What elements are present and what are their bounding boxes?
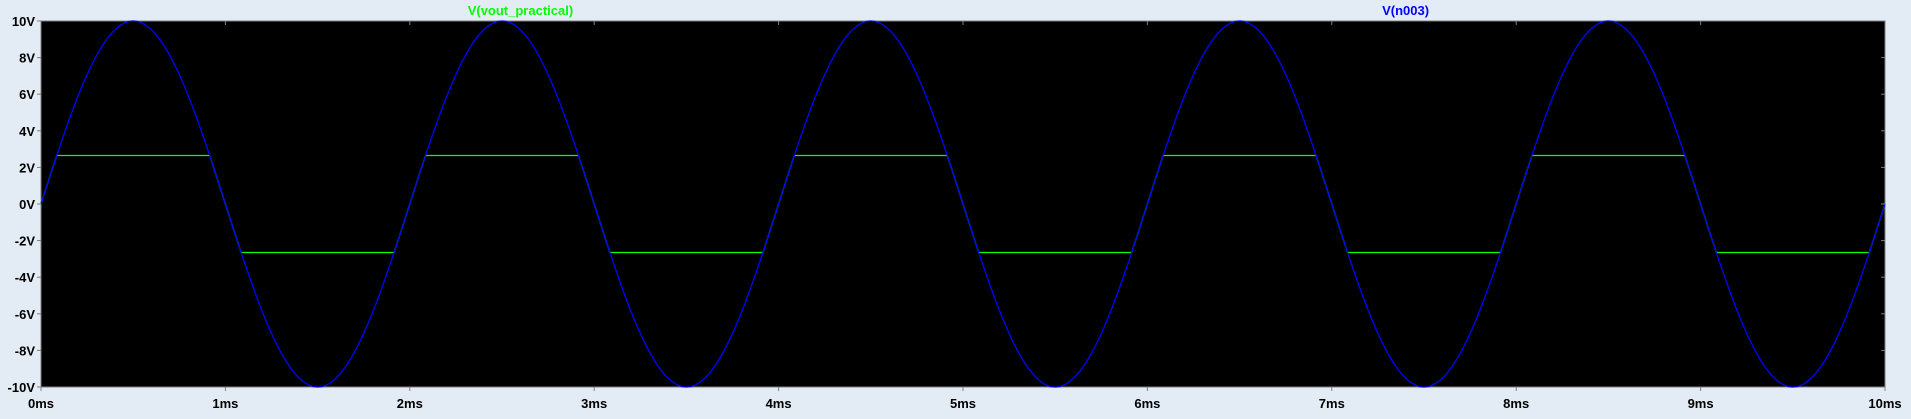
y-tick-label: 2V xyxy=(19,160,35,175)
x-tick-label: 2ms xyxy=(397,396,423,411)
y-tick-label: -2V xyxy=(15,234,36,249)
axis-layer: 0ms 1ms 2ms 3ms 4ms 5ms 6ms 7ms 8ms 9ms 10ms 10V 8V 6… xyxy=(8,14,1902,411)
y-tick-label: 4V xyxy=(19,124,35,139)
series-line-1 xyxy=(40,20,1886,388)
x-tick-label: 1ms xyxy=(212,396,238,411)
y-tick-label: 8V xyxy=(19,51,35,66)
x-tick-label: 4ms xyxy=(766,396,792,411)
y-tick-label: 0V xyxy=(19,197,35,212)
x-tick-label: 10ms xyxy=(1868,396,1901,411)
x-tick-label: 6ms xyxy=(1134,396,1160,411)
x-tick-label: 7ms xyxy=(1319,396,1345,411)
legend-layer: V(vout_practical) V(n003) xyxy=(468,3,1429,18)
y-tick-label: -10V xyxy=(8,380,36,395)
y-tick-label: 6V xyxy=(19,87,35,102)
series-layer xyxy=(40,20,1886,388)
x-tick-label: 5ms xyxy=(950,396,976,411)
y-tick-label: 10V xyxy=(12,14,35,29)
x-tick-label: 3ms xyxy=(581,396,607,411)
legend-entry-1[interactable]: V(n003) xyxy=(1382,3,1429,18)
x-tick-label: 9ms xyxy=(1688,396,1714,411)
legend-entry-0[interactable]: V(vout_practical) xyxy=(468,3,573,18)
x-tick-label: 0ms xyxy=(28,396,54,411)
x-tick-label: 8ms xyxy=(1503,396,1529,411)
y-tick-label: -4V xyxy=(15,270,36,285)
y-tick-label: -6V xyxy=(15,307,36,322)
y-tick-label: -8V xyxy=(15,343,36,358)
